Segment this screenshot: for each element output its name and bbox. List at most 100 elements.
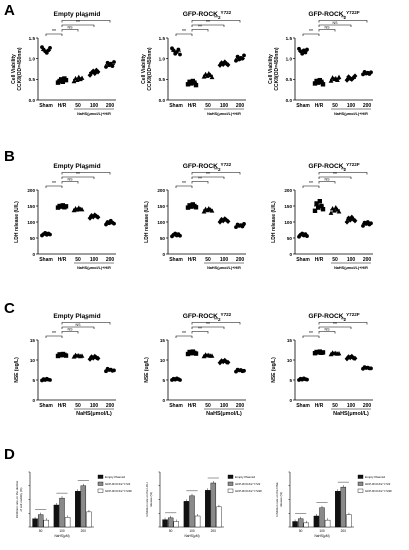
chart-title: Empty Plasmid (53, 163, 100, 170)
x-tick-label: 200 (106, 103, 115, 109)
y-tick-label: 150 (157, 204, 165, 209)
significance-bracket (61, 172, 111, 175)
legend-swatch (97, 481, 104, 486)
y-tick-label: 50 (30, 236, 36, 241)
significance-label: ** (214, 16, 218, 22)
chart-a3: GFP-ROCK2Y722F 0.0 0.5 1.0 1.5 Cell Viability… (268, 10, 373, 116)
data-point (193, 82, 199, 88)
x-tick-label: H/R (58, 103, 67, 109)
significance-bracket (318, 176, 352, 179)
significance-label: ** (341, 318, 345, 324)
chart-title: GFP-ROCK2Y722F (308, 162, 359, 172)
data-point (189, 81, 194, 86)
significance-bracket (175, 335, 193, 338)
bar (319, 507, 325, 528)
data-point (336, 209, 342, 214)
y-tick-label: 150 (27, 204, 35, 209)
data-point (242, 53, 246, 58)
x-tick-label: Sham (169, 103, 183, 109)
chart-title: GFP-ROCK2Y722 (183, 312, 232, 322)
chart-title: GFP-ROCK2Y722 (183, 10, 232, 20)
y-tick-label: 15 (30, 338, 36, 343)
data-point (176, 47, 181, 52)
x-tick-label: 50 (332, 403, 338, 409)
significance-label: NS (68, 328, 74, 332)
significance-bracket (175, 33, 193, 36)
y-tick-label: 10 (30, 358, 36, 363)
x-tick-label: 200 (363, 103, 372, 109)
data-point (95, 69, 101, 75)
data-point (320, 82, 326, 87)
x-tick-label: 100 (347, 403, 356, 409)
y-axis-label: CCK8(OD=450nm) (274, 47, 280, 91)
x-axis-label: NaHS(μmol/L)+H/R (334, 266, 368, 270)
legend-label: GFP-ROCK2 Y722 (365, 482, 391, 486)
legend-swatch (357, 481, 364, 486)
data-point (87, 356, 93, 362)
bar (75, 491, 81, 528)
legend-label: GFP-ROCK2 Y722F (235, 489, 262, 493)
significance-label: NS (68, 26, 74, 30)
y-tick-label: 0 (162, 398, 165, 403)
legend-label: GFP-ROCK2 Y722 (105, 482, 131, 486)
y-tick-label: 100 (157, 220, 165, 225)
data-point (90, 214, 96, 220)
significance-bracket (191, 322, 241, 325)
y-axis-label: Inhibition rate on the decline (15, 480, 19, 518)
chart-c1: Empty Plasmid 0 5 10 15 NSE (ug/L) Sham H/R 50 10… (14, 313, 116, 417)
x-tick-label: H/R (188, 403, 197, 409)
y-tick-label: 0 (162, 252, 165, 257)
y-tick-label: 100 (27, 220, 35, 225)
bar (183, 501, 190, 528)
data-point (90, 68, 96, 74)
significance-label: ** (76, 20, 80, 26)
y-axis-label: Cell Viability (11, 54, 17, 84)
y-tick-label: 1.0 (159, 56, 166, 61)
y-tick-label: 1.5 (29, 36, 36, 41)
data-point (89, 354, 94, 360)
chart-title: Empty plasmid (54, 11, 101, 18)
bar (194, 515, 201, 528)
x-tick-label: H/R (58, 403, 67, 409)
data-point (178, 378, 182, 382)
significance-bracket (61, 326, 95, 329)
y-tick-label: 0.0 (29, 98, 36, 103)
data-point (209, 74, 215, 80)
bar (205, 490, 211, 528)
bar (86, 511, 92, 528)
significance-label: ** (84, 168, 88, 174)
chart-c2: GFP-ROCK2Y722 0 5 10 15 NSE (ug/L) Sham H/R 50 10… (144, 312, 246, 417)
bar (32, 518, 38, 528)
x-tick-label: 200 (363, 403, 372, 409)
data-point (344, 77, 350, 83)
significance-label: ** (333, 172, 337, 178)
bar (297, 518, 304, 528)
x-tick-label: 200 (236, 257, 245, 263)
x-axis-label: NaHS(μM) (54, 534, 69, 538)
y-axis-label: of cell viability (%) (19, 487, 23, 511)
significance-label: ** (333, 322, 337, 328)
bar (53, 504, 60, 528)
data-point (361, 223, 365, 228)
chart-d1: Inhibition rate on the decline of cell vi… (15, 471, 132, 538)
y-axis-label: release (%) (149, 492, 153, 507)
x-tick-label: 50 (205, 403, 211, 409)
x-tick-label: 200 (363, 257, 372, 263)
chart-c3: GFP-ROCK2Y722F 0 5 10 15 NSE (ug/L) Sham H/R 50 1… (271, 312, 373, 417)
x-axis-label: NaHS(μmol/L)+H/R (334, 112, 368, 116)
bar (346, 514, 352, 528)
significance-label: ** (198, 177, 202, 183)
data-point (201, 209, 207, 214)
data-point (222, 357, 228, 363)
x-tick-label: 100 (347, 257, 356, 263)
legend-swatch (97, 488, 104, 493)
x-tick-label: 50 (75, 257, 81, 263)
legend-swatch (357, 488, 364, 493)
y-tick-label: 1.0 (286, 56, 293, 61)
bar (303, 522, 309, 528)
legend-swatch (357, 474, 364, 479)
x-tick-label: Sham (296, 257, 310, 263)
significance-bracket (61, 20, 111, 23)
data-point (300, 51, 305, 56)
